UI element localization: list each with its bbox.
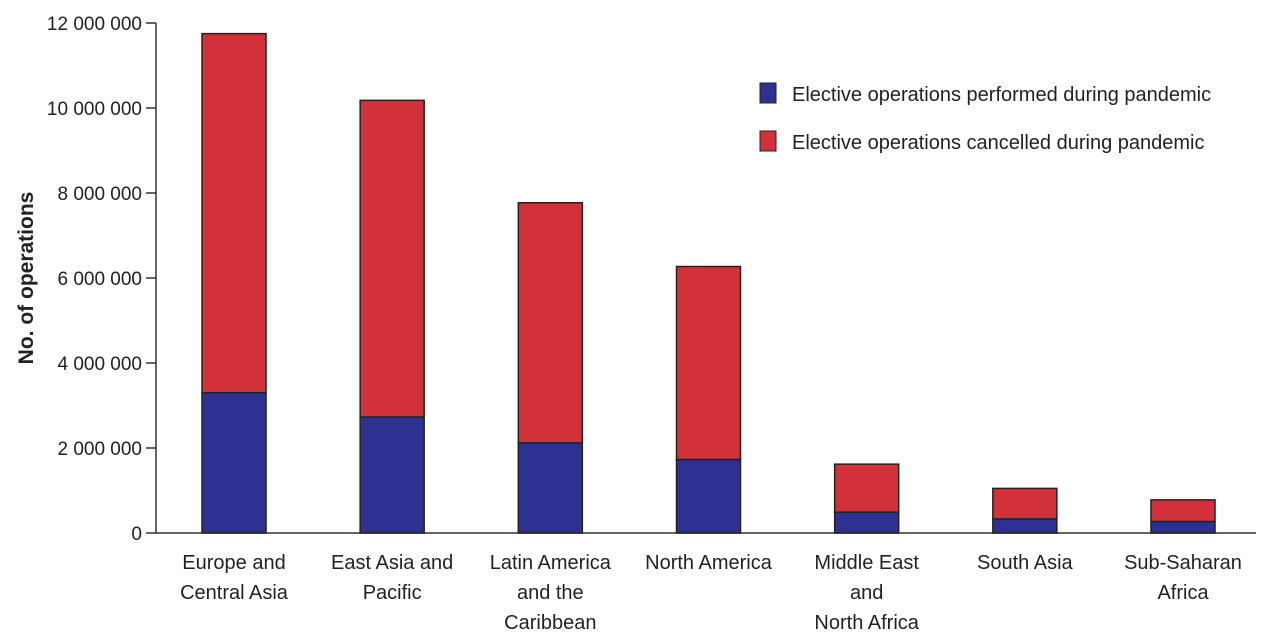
bar-segment-performed	[359, 416, 425, 534]
bar-segment-performed	[833, 511, 900, 534]
y-tick-label: 8 000 000	[57, 184, 142, 205]
y-axis-label: No. of operations	[15, 192, 38, 365]
y-tick-label: 0	[131, 524, 142, 545]
x-category-label: South Asia	[977, 552, 1074, 574]
bar-segment-performed	[675, 458, 742, 534]
legend: Elective operations performed during pan…	[759, 82, 1211, 154]
bar-segment-cancelled	[992, 487, 1058, 520]
x-category-label: Europe and Central Asia	[180, 552, 289, 604]
bar-segment-performed	[517, 442, 584, 534]
legend-label: Elective operations performed during pan…	[792, 84, 1211, 106]
x-category-label: Middle East and North Africa	[814, 552, 919, 634]
legend-label: Elective operations cancelled during pan…	[792, 132, 1204, 154]
x-category-label: North America	[645, 552, 773, 574]
legend-swatch	[759, 130, 777, 152]
bar-segment-performed	[992, 518, 1058, 534]
y-tick-label: 2 000 000	[57, 439, 142, 460]
y-tick-label: 4 000 000	[57, 354, 142, 375]
x-category-label: East Asia and Pacific	[331, 552, 453, 604]
bar-segment-cancelled	[833, 463, 900, 513]
y-tick-label: 6 000 000	[57, 269, 142, 290]
bar-segment-performed	[1150, 520, 1216, 534]
bar-segment-cancelled	[201, 32, 267, 394]
y-axis: 0 2 000 000 4 000 000 6 000 000 8 000 000 10 …	[47, 14, 1256, 545]
bar-segment-cancelled	[1150, 499, 1216, 523]
bars	[201, 32, 1216, 534]
bar-segment-cancelled	[675, 265, 742, 461]
x-category-label: Sub-Saharan Africa	[1124, 552, 1242, 604]
bar-segment-cancelled	[517, 202, 584, 444]
bar-segment-performed	[201, 392, 267, 534]
x-axis-labels: Europe and Central Asia East Asia and Pacif…	[180, 552, 1242, 634]
x-category-label: Latin America and the Caribbean	[490, 552, 612, 634]
legend-swatch	[759, 82, 777, 104]
bar-segment-cancelled	[359, 99, 425, 418]
y-tick-label: 10 000 000	[47, 99, 142, 120]
y-tick-label: 12 000 000	[47, 14, 142, 35]
